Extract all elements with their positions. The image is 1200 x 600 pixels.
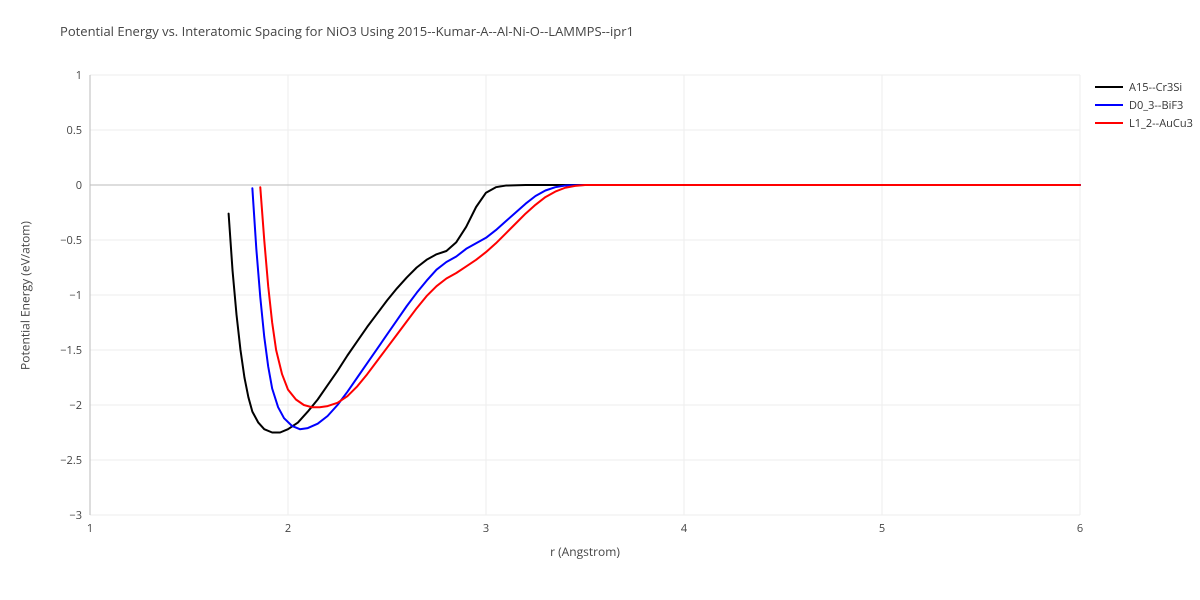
y-tick-label: −2: [52, 398, 82, 413]
legend-label: D0_3--BiF3: [1129, 98, 1183, 113]
y-tick-label: −1.5: [52, 343, 82, 358]
chart-legend: A15--Cr3Si D0_3--BiF3 L1_2--AuCu3: [1095, 78, 1193, 132]
chart-plot-area[interactable]: [0, 0, 1200, 600]
y-axis-label: Potential Energy (eV/atom): [17, 196, 34, 396]
y-tick-label: −2.5: [52, 453, 82, 468]
x-tick-label: 6: [1060, 521, 1100, 536]
legend-item[interactable]: A15--Cr3Si: [1095, 78, 1193, 96]
x-tick-label: 5: [862, 521, 902, 536]
x-axis-label: r (Angstrom): [535, 543, 635, 560]
y-tick-label: −0.5: [52, 233, 82, 248]
x-tick-label: 1: [70, 521, 110, 536]
legend-label: A15--Cr3Si: [1129, 80, 1182, 95]
legend-swatch: [1095, 86, 1123, 88]
legend-label: L1_2--AuCu3: [1129, 116, 1193, 131]
x-tick-label: 4: [664, 521, 704, 536]
legend-swatch: [1095, 104, 1123, 106]
legend-item[interactable]: L1_2--AuCu3: [1095, 114, 1193, 132]
y-tick-label: 1: [52, 68, 82, 83]
data-series[interactable]: [252, 185, 1080, 429]
y-tick-label: 0.5: [52, 123, 82, 138]
data-series[interactable]: [260, 185, 1080, 407]
legend-swatch: [1095, 122, 1123, 124]
x-tick-label: 2: [268, 521, 308, 536]
data-series[interactable]: [229, 185, 1080, 433]
chart-container: Potential Energy vs. Interatomic Spacing…: [0, 0, 1200, 600]
y-tick-label: 0: [52, 178, 82, 193]
y-tick-label: −1: [52, 288, 82, 303]
legend-item[interactable]: D0_3--BiF3: [1095, 96, 1193, 114]
x-tick-label: 3: [466, 521, 506, 536]
